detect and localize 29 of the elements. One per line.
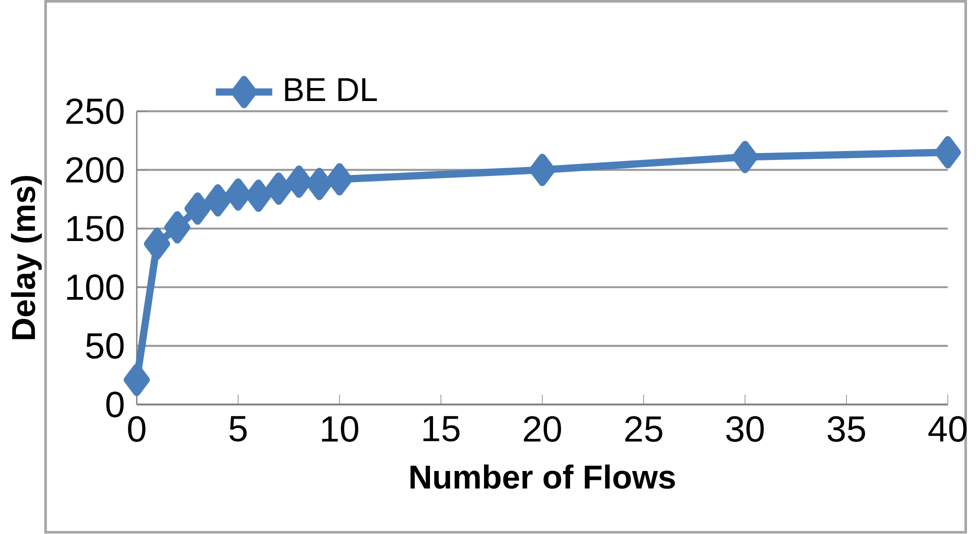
point bbox=[184, 192, 211, 225]
point bbox=[144, 228, 170, 260]
x-tick-label: 15 bbox=[423, 416, 460, 442]
point bbox=[326, 163, 353, 196]
point bbox=[124, 364, 150, 396]
x-tick-label: 20 bbox=[524, 416, 562, 442]
y-tick-label: 50 bbox=[86, 333, 124, 359]
x-tick-label: 40 bbox=[928, 416, 967, 442]
y-tick-label: 0 bbox=[106, 392, 124, 418]
y-tick-label: 150 bbox=[67, 216, 124, 242]
point bbox=[934, 136, 961, 169]
x-axis-title: Number of Flows bbox=[410, 464, 675, 489]
y-axis-title: Delay (ms) bbox=[11, 176, 42, 340]
x-tick-label: 25 bbox=[625, 416, 662, 442]
point bbox=[529, 154, 556, 186]
x-tick-label: 0 bbox=[128, 416, 146, 442]
point bbox=[266, 172, 292, 206]
point bbox=[306, 168, 332, 200]
x-tick-label: 30 bbox=[726, 416, 764, 442]
x-tick-label: 35 bbox=[828, 416, 866, 442]
legend-label: BE DL bbox=[285, 78, 377, 102]
y-tick-label: 100 bbox=[67, 274, 124, 300]
point bbox=[204, 184, 231, 217]
y-tick-label: 200 bbox=[66, 157, 124, 183]
x-tick-label: 10 bbox=[322, 416, 358, 442]
point bbox=[164, 211, 190, 244]
x-tick-label: 5 bbox=[229, 416, 247, 442]
point bbox=[732, 141, 758, 174]
y-tick-label: 250 bbox=[66, 98, 124, 124]
